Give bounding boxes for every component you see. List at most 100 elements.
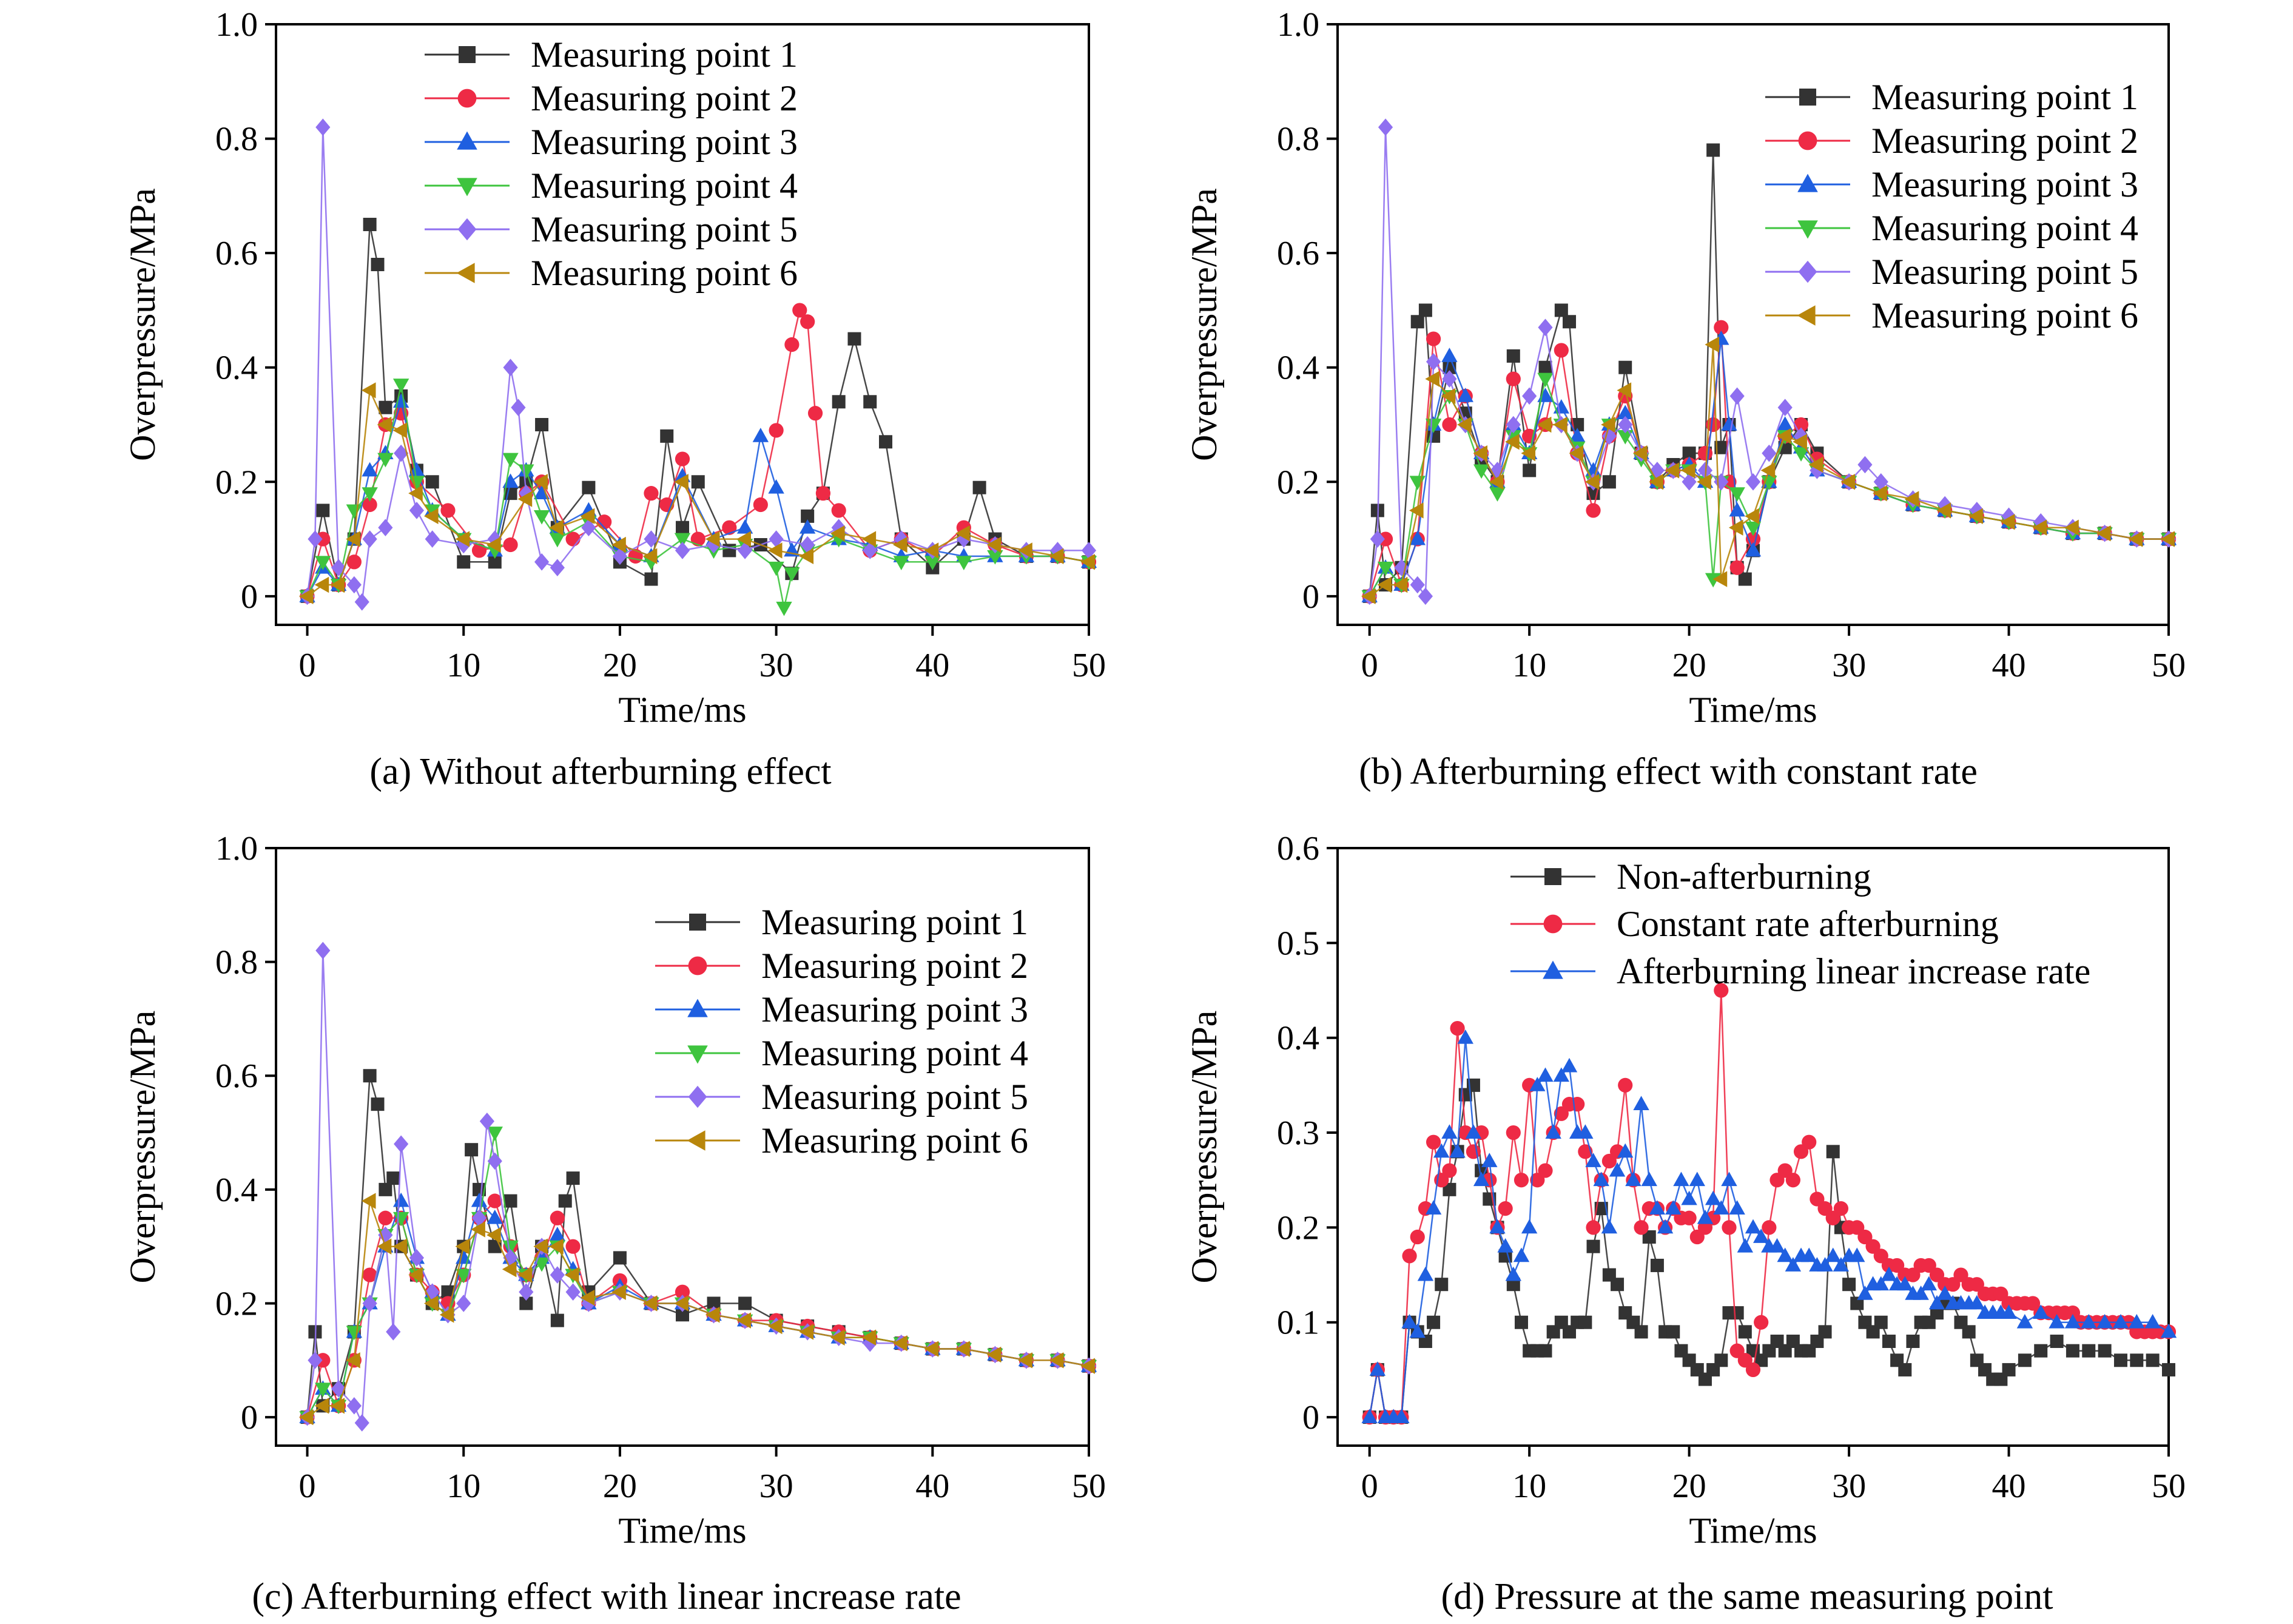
data-point — [1377, 576, 1392, 593]
legend-marker — [1543, 914, 1563, 934]
data-point — [1632, 445, 1648, 462]
data-point — [1361, 1409, 1378, 1423]
data-point — [457, 555, 471, 569]
x-tick-label: 0 — [299, 647, 316, 684]
data-point — [1689, 1171, 1705, 1187]
data-point — [409, 1249, 425, 1267]
y-tick-label: 0 — [241, 1399, 258, 1437]
data-point — [1625, 1171, 1641, 1187]
x-tick-label: 40 — [915, 1467, 949, 1505]
series-markers — [1361, 1029, 2177, 1423]
data-point — [511, 399, 526, 417]
panel-caption: (a) Without afterburning effect — [369, 751, 831, 792]
data-point — [1584, 474, 1600, 490]
data-point — [298, 1409, 314, 1426]
data-point — [1465, 1124, 1482, 1139]
data-point — [830, 1329, 845, 1346]
data-point — [767, 542, 783, 559]
y-tick-label: 1.0 — [215, 6, 258, 44]
data-point — [1793, 447, 1810, 462]
data-point — [1936, 1285, 1953, 1300]
data-point — [1842, 1278, 1856, 1292]
data-point — [1962, 1325, 1976, 1339]
data-point — [377, 416, 392, 433]
data-point — [533, 1257, 550, 1272]
data-point — [1611, 1278, 1625, 1292]
data-point — [924, 1341, 939, 1357]
data-point — [1537, 1067, 1554, 1082]
data-point — [549, 519, 564, 536]
data-point — [1722, 1220, 1737, 1235]
data-point — [1745, 521, 1762, 536]
x-tick-label: 0 — [299, 1467, 316, 1505]
data-point — [800, 314, 815, 329]
data-point — [2001, 1304, 2017, 1319]
legend-label: Non-afterburning — [1617, 857, 1871, 897]
data-point — [2049, 1313, 2065, 1329]
data-point — [566, 1171, 580, 1185]
data-point — [371, 258, 385, 271]
x-tick-label: 20 — [1672, 647, 1706, 684]
data-point — [1714, 983, 1729, 998]
series-group — [1361, 118, 2177, 605]
data-point — [987, 550, 1003, 565]
data-point — [408, 485, 423, 502]
data-point — [1442, 417, 1457, 433]
data-point — [2034, 1344, 2048, 1358]
series-line — [306, 1201, 1089, 1418]
chart-panel-4: 0 10 20 30 40 50 0 0.1 0.2 0.3 0.4 0.5 0.6 Time/ms Ove… — [1184, 830, 2186, 1617]
data-point — [784, 567, 800, 582]
data-point — [354, 593, 369, 611]
data-point — [2096, 525, 2111, 542]
data-point — [955, 556, 972, 571]
data-point — [1769, 1238, 1785, 1253]
data-point — [502, 473, 519, 488]
data-point — [847, 332, 861, 346]
y-tick-label: 0.8 — [1277, 121, 1319, 158]
data-point — [1714, 320, 1729, 335]
data-point — [519, 1283, 534, 1301]
data-point — [1457, 1029, 1473, 1044]
data-point — [392, 379, 409, 393]
data-point — [1928, 1295, 1945, 1310]
data-point — [533, 510, 550, 525]
x-tick-label: 20 — [603, 1467, 637, 1505]
data-point — [1721, 1171, 1737, 1187]
data-point — [1609, 1162, 1626, 1177]
data-point — [1433, 1143, 1450, 1158]
legend-label: Measuring point 5 — [1871, 252, 2138, 292]
data-point — [642, 1295, 658, 1312]
x-tick-label: 0 — [1361, 1467, 1378, 1505]
x-tick-label: 0 — [1361, 647, 1378, 684]
legend: Non-afterburning Constant rate afterburni… — [1510, 857, 2090, 991]
data-point — [2018, 1353, 2032, 1367]
data-point — [1745, 473, 1761, 491]
x-axis-title: Time/ms — [618, 690, 746, 730]
data-point — [1873, 1276, 1889, 1291]
data-point — [1506, 349, 1520, 363]
x-tick-label: 50 — [2152, 647, 2186, 684]
x-tick-label: 40 — [1992, 1467, 2026, 1505]
data-point — [503, 359, 518, 377]
y-tick-label: 0.4 — [215, 349, 258, 387]
data-point — [1649, 1200, 1666, 1215]
data-point — [1569, 445, 1584, 462]
data-point — [691, 475, 705, 489]
data-point — [674, 533, 691, 548]
data-point — [800, 536, 815, 554]
data-point — [1697, 446, 1713, 461]
data-point — [1427, 1315, 1441, 1329]
legend-label: Measuring point 2 — [531, 78, 798, 118]
x-tick-label: 20 — [1672, 1467, 1706, 1505]
x-tick-label: 10 — [446, 1467, 480, 1505]
data-point — [769, 530, 784, 548]
legend-marker — [1797, 220, 1818, 239]
data-point — [519, 1296, 533, 1310]
data-point — [1418, 587, 1433, 605]
data-point — [533, 1238, 548, 1255]
data-point — [2016, 1313, 2033, 1329]
data-point — [1649, 462, 1665, 479]
data-point — [1898, 1363, 1912, 1376]
data-point — [535, 418, 549, 431]
data-point — [737, 542, 753, 559]
